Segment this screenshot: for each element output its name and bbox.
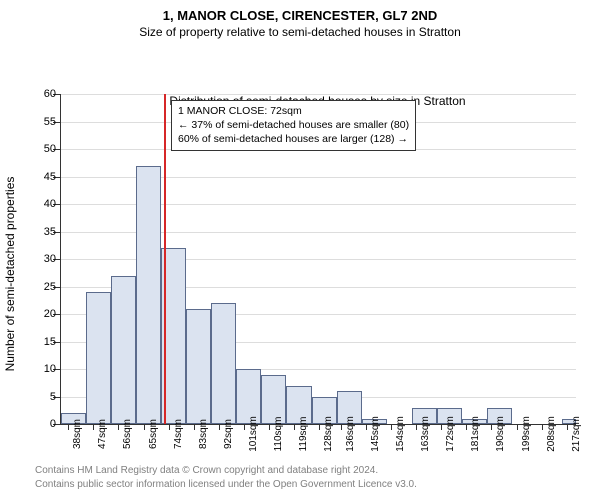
plot-area: 1 MANOR CLOSE: 72sqm← 37% of semi-detach…	[60, 94, 576, 425]
y-tick-label: 45	[28, 171, 56, 183]
histogram-bar	[186, 309, 211, 425]
y-tick-label: 25	[28, 281, 56, 293]
x-tick-label: 136sqm	[345, 416, 356, 452]
histogram-bar	[86, 292, 111, 424]
title-sub: Size of property relative to semi-detach…	[0, 25, 600, 39]
x-tick-label: 110sqm	[273, 417, 284, 452]
x-tick-label: 65sqm	[148, 419, 159, 449]
y-tick-label: 35	[28, 226, 56, 238]
x-tick-label: 128sqm	[323, 416, 334, 452]
chart-area: Number of semi-detached properties 1 MAN…	[60, 94, 575, 454]
x-tick	[68, 424, 69, 430]
x-tick-label: 56sqm	[122, 419, 133, 449]
x-tick-label: 92sqm	[223, 419, 234, 449]
y-tick-label: 60	[28, 88, 56, 100]
x-tick	[441, 424, 442, 430]
x-tick	[542, 424, 543, 430]
x-tick-label: 181sqm	[470, 416, 481, 452]
x-tick	[244, 424, 245, 430]
y-tick-label: 15	[28, 336, 56, 348]
x-tick-label: 38sqm	[72, 419, 83, 449]
x-tick	[118, 424, 119, 430]
x-tick	[194, 424, 195, 430]
reference-line	[164, 94, 166, 424]
x-tick	[219, 424, 220, 430]
x-tick	[269, 424, 270, 430]
x-tick	[416, 424, 417, 430]
y-tick-label: 10	[28, 363, 56, 375]
x-tick-label: 199sqm	[521, 416, 532, 452]
x-tick-label: 145sqm	[370, 416, 381, 452]
x-tick	[366, 424, 367, 430]
annotation-line: ← 37% of semi-detached houses are smalle…	[178, 118, 409, 132]
histogram-bar	[111, 276, 136, 425]
x-tick	[466, 424, 467, 430]
x-tick-label: 190sqm	[495, 416, 506, 452]
y-tick-label: 55	[28, 116, 56, 128]
y-axis-label: Number of semi-detached properties	[3, 177, 17, 372]
x-tick	[319, 424, 320, 430]
x-tick-label: 74sqm	[173, 419, 184, 449]
y-tick-label: 30	[28, 253, 56, 265]
annotation-line: 1 MANOR CLOSE: 72sqm	[178, 104, 409, 118]
x-tick	[294, 424, 295, 430]
footer-line1: Contains HM Land Registry data © Crown c…	[35, 464, 600, 478]
x-tick-label: 47sqm	[97, 419, 108, 449]
annotation-box: 1 MANOR CLOSE: 72sqm← 37% of semi-detach…	[171, 100, 416, 151]
x-tick	[341, 424, 342, 430]
x-tick	[567, 424, 568, 430]
annotation-line: 60% of semi-detached houses are larger (…	[178, 132, 409, 146]
x-tick	[517, 424, 518, 430]
x-tick	[391, 424, 392, 430]
footer-line2: Contains public sector information licen…	[35, 478, 600, 492]
x-tick-label: 208sqm	[546, 416, 557, 452]
histogram-bar	[136, 166, 161, 425]
y-tick-label: 40	[28, 198, 56, 210]
x-tick-label: 101sqm	[248, 416, 259, 452]
x-tick-label: 119sqm	[298, 417, 309, 452]
y-tick-label: 20	[28, 308, 56, 320]
x-tick	[144, 424, 145, 430]
x-tick-label: 172sqm	[445, 416, 456, 452]
x-tick-label: 217sqm	[571, 416, 582, 452]
y-tick-label: 50	[28, 143, 56, 155]
x-tick-label: 83sqm	[198, 419, 209, 449]
footer-attribution: Contains HM Land Registry data © Crown c…	[0, 464, 600, 491]
chart-titles: 1, MANOR CLOSE, CIRENCESTER, GL7 2ND Siz…	[0, 0, 600, 39]
x-tick-label: 163sqm	[420, 416, 431, 452]
x-tick	[491, 424, 492, 430]
histogram-bar	[211, 303, 236, 424]
y-tick-label: 5	[28, 391, 56, 403]
x-tick	[93, 424, 94, 430]
x-tick-label: 154sqm	[395, 416, 406, 452]
title-main: 1, MANOR CLOSE, CIRENCESTER, GL7 2ND	[0, 8, 600, 23]
y-tick-label: 0	[28, 418, 56, 430]
grid-line	[61, 94, 576, 95]
x-tick	[169, 424, 170, 430]
